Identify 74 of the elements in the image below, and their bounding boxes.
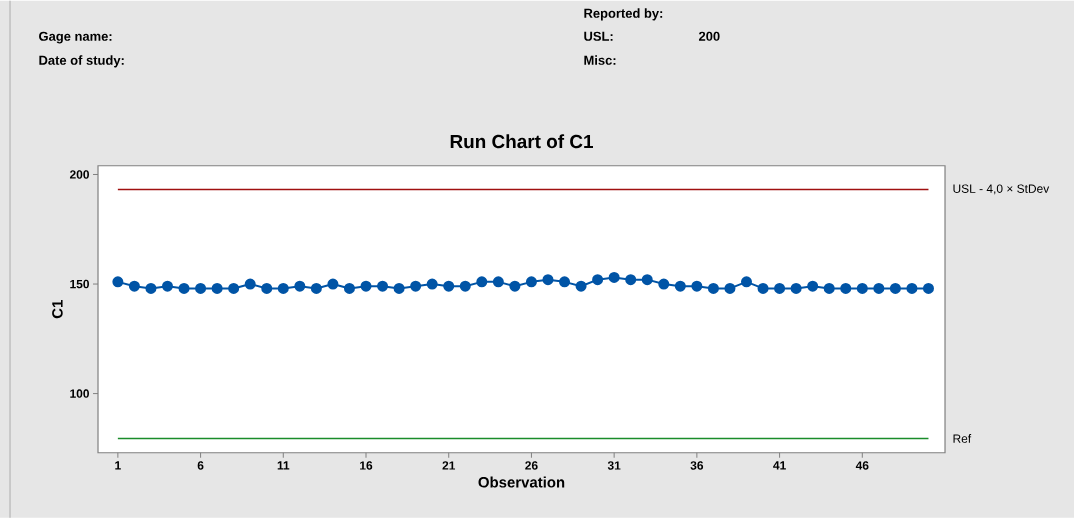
point: [343, 282, 355, 294]
x-tick-label: 11: [277, 461, 290, 470]
y-tick-label: 200: [69, 170, 89, 179]
x-tick-label: 46: [855, 461, 869, 470]
point: [128, 280, 140, 292]
point: [360, 280, 372, 292]
point: [625, 273, 637, 285]
x-tick-label: 16: [360, 461, 373, 470]
point: [873, 282, 885, 294]
point: [261, 282, 273, 294]
point: [856, 282, 868, 294]
x-tick-label: 1: [115, 461, 121, 470]
point: [542, 273, 554, 285]
point: [889, 282, 901, 294]
y-tick-label: 100: [70, 389, 89, 398]
point: [410, 280, 422, 292]
point: [724, 282, 736, 294]
chart-title: Run Chart of C1: [450, 134, 593, 149]
point: [790, 282, 802, 294]
x-tick-label: 31: [607, 461, 621, 470]
x-tick-label: 21: [442, 461, 456, 470]
text: Date of study:: [39, 55, 124, 68]
point: [559, 276, 571, 288]
point: [294, 280, 306, 292]
point: [707, 282, 719, 294]
point: [426, 278, 438, 290]
point: [211, 282, 223, 294]
point: [393, 282, 405, 294]
point: [459, 280, 471, 292]
point: [922, 282, 934, 294]
point: [277, 282, 289, 294]
x-tick-label: 6: [197, 461, 204, 470]
x-tick-label: 26: [525, 461, 538, 470]
text: Gage name:: [39, 31, 112, 44]
point: [774, 282, 786, 294]
ref-line-label: USL - 4,0 × StDev: [953, 184, 1050, 195]
x-tick-label: 36: [690, 461, 704, 470]
point: [244, 278, 256, 290]
ref-line-label: Ref: [953, 433, 972, 443]
point: [807, 280, 819, 292]
x-tick-label: 41: [773, 461, 786, 470]
point: [906, 282, 918, 294]
point: [823, 282, 835, 294]
point: [195, 282, 207, 294]
point: [145, 282, 157, 294]
point: [525, 276, 537, 288]
point: [840, 282, 852, 294]
point: [641, 273, 653, 285]
point: [443, 280, 455, 292]
point: [161, 280, 173, 292]
text: 200: [698, 31, 720, 41]
point: [377, 280, 389, 292]
point: [310, 282, 322, 294]
point: [608, 271, 620, 283]
point: [691, 280, 703, 292]
text: Reported by:: [584, 8, 663, 21]
point: [757, 282, 769, 294]
y-axis-title: C1: [52, 299, 63, 318]
point: [327, 278, 339, 290]
point: [492, 276, 504, 288]
point: [178, 282, 190, 294]
point: [112, 276, 124, 288]
point: [575, 280, 587, 292]
y-tick-label: 150: [70, 279, 89, 289]
point: [658, 278, 670, 290]
x-axis-title: Observation: [478, 476, 565, 488]
text: Misc:: [584, 55, 616, 65]
point: [476, 276, 488, 288]
point: [674, 280, 686, 292]
point: [509, 280, 521, 292]
point: [228, 282, 240, 294]
text: USL:: [584, 31, 613, 41]
point: [592, 273, 604, 285]
point: [741, 276, 752, 288]
